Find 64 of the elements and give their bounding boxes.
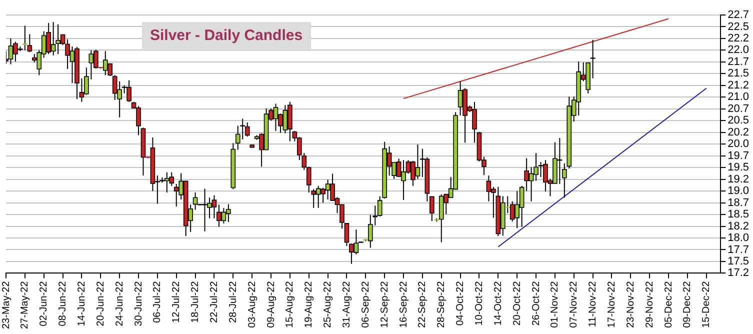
y-tick-label: 21.7 — [728, 56, 750, 68]
x-tick-label: 09-Dec-22 — [682, 280, 694, 328]
x-tick-label: 29-Nov-22 — [644, 280, 656, 328]
x-tick-label: 20-Jun-22 — [95, 280, 106, 326]
x-tick-label: 27-May-22 — [20, 280, 31, 330]
text: Silver - Daily Candles — [142, 22, 311, 49]
y-tick-label: 18.7 — [728, 196, 750, 209]
y-tick-label: 20.2 — [728, 126, 750, 138]
x-tick-label: 23-Nov-22 — [625, 280, 636, 328]
x-tick-label: 06-Jul-22 — [152, 280, 164, 323]
x-tick-label: 28-Jul-22 — [228, 280, 239, 323]
x-tick-label: 14-Oct-22 — [492, 280, 504, 326]
y-tick-label: 19.7 — [728, 150, 750, 162]
y-tick-label: 21.5 — [728, 68, 750, 80]
y-tick-label: 20.0 — [728, 138, 750, 150]
x-tick-label: 01-Nov-22 — [550, 280, 561, 328]
x-tick-label: 17-Nov-22 — [606, 280, 618, 328]
y-tick-label: 19.2 — [728, 173, 750, 186]
y-tick-label: 18.2 — [728, 220, 750, 232]
x-tick-label: 26-Oct-22 — [530, 280, 542, 326]
x-tick-label: 18-Jul-22 — [190, 280, 202, 323]
x-tick-label: 08-Jun-22 — [58, 280, 69, 326]
x-tick-label: 12-Sep-22 — [379, 280, 390, 328]
y-tick-label: 21.2 — [728, 79, 750, 92]
y-tick-label: 18.5 — [728, 208, 750, 221]
x-tick-label: 19-Aug-22 — [304, 280, 315, 328]
x-tick-label: 22-Sep-22 — [417, 280, 428, 328]
y-tick-label: 21.0 — [728, 91, 750, 104]
x-tick-label: 30-Jun-22 — [133, 280, 144, 326]
y-tick-label: 17.7 — [728, 244, 750, 256]
y-tick-label: 22.0 — [728, 44, 750, 56]
y-tick-label: 20.5 — [728, 114, 750, 127]
x-tick-label: 28-Sep-22 — [436, 280, 448, 328]
x-tick-label: 16-Sep-22 — [398, 280, 410, 328]
x-tick-label: 02-Jun-22 — [38, 280, 50, 326]
x-tick-label: 25-Aug-22 — [322, 280, 334, 328]
candlestick — [202, 188, 208, 232]
y-tick-label: 18.0 — [728, 232, 750, 244]
x-tick-label: 14-Jun-22 — [76, 280, 88, 326]
y-tick-label: 19.5 — [728, 162, 750, 174]
x-tick-label: 03-Aug-22 — [246, 280, 258, 328]
x-tick-label: 20-Oct-22 — [512, 280, 523, 326]
y-tick-label: 22.7 — [728, 9, 750, 22]
x-tick-label: 23-May-22 — [0, 280, 12, 330]
x-tick-label: 11-Nov-22 — [588, 280, 599, 328]
y-tick-label: 17.5 — [728, 255, 750, 268]
y-tick-label: 19.0 — [728, 185, 750, 198]
x-tick-label: 12-Jul-22 — [171, 280, 182, 323]
y-tick-label: 22.5 — [728, 20, 750, 33]
x-tick-label: 22-Jul-22 — [208, 280, 220, 323]
x-tick-label: 10-Oct-22 — [474, 280, 485, 326]
x-tick-label: 07-Nov-22 — [568, 280, 580, 328]
x-tick-label: 09-Aug-22 — [266, 280, 277, 328]
x-tick-label: 15-Dec-22 — [701, 280, 712, 328]
y-tick-label: 17.2 — [728, 267, 750, 280]
x-tick-label: 15-Aug-22 — [284, 280, 296, 328]
x-tick-label: 31-Aug-22 — [341, 280, 352, 328]
y-tick-label: 20.7 — [728, 102, 750, 115]
x-tick-label: 24-Jun-22 — [114, 280, 126, 326]
y-tick-label: 22.2 — [728, 32, 750, 45]
x-tick-label: 06-Sep-22 — [360, 280, 372, 328]
candlestick — [590, 39, 596, 79]
x-tick-label: 05-Dec-22 — [663, 280, 674, 328]
x-tick-label: 04-Oct-22 — [455, 280, 466, 326]
